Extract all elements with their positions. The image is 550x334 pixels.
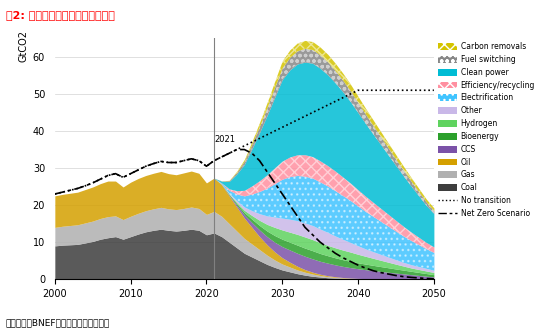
Text: 资料来源：BNEF，源达信息证券研究所: 资料来源：BNEF，源达信息证券研究所 bbox=[6, 318, 110, 327]
Legend: Carbon removals, Fuel switching, Clean power, Efficiency/recycling, Electrificat: Carbon removals, Fuel switching, Clean p… bbox=[438, 42, 535, 218]
Text: 图2: 零碳路径模型能源排放结构图: 图2: 零碳路径模型能源排放结构图 bbox=[6, 10, 114, 20]
Y-axis label: GtCO2: GtCO2 bbox=[18, 30, 28, 61]
Text: 2021: 2021 bbox=[214, 135, 235, 144]
